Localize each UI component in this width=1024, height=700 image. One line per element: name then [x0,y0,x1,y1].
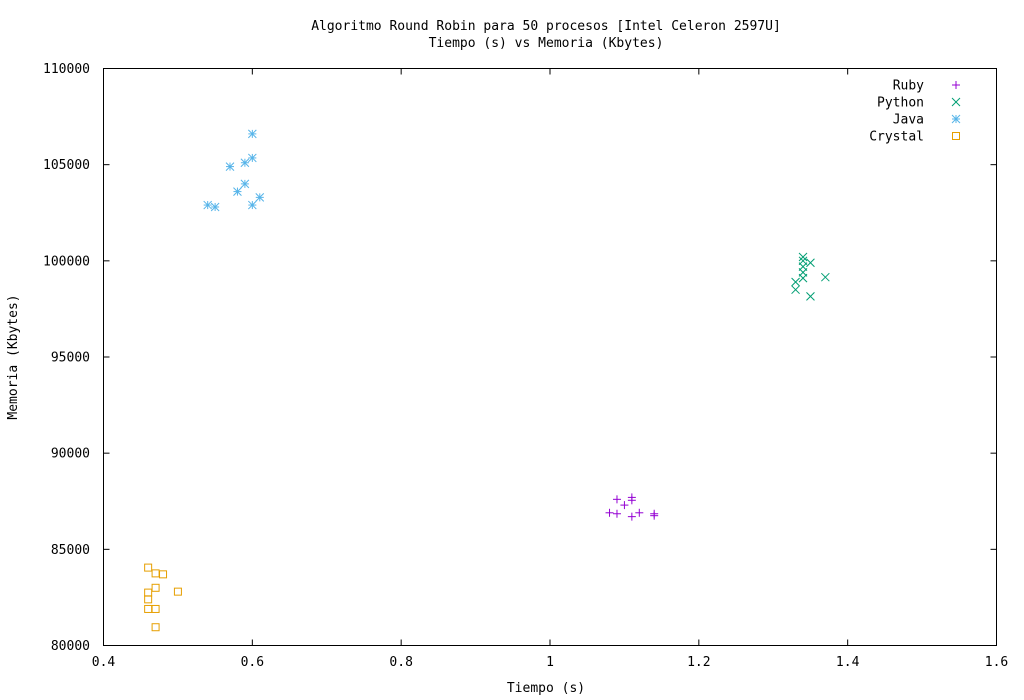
y-tick-label: 100000 [43,254,90,269]
ruby-data-point [612,495,621,504]
ruby-data-point [650,509,659,518]
x-tick-label: 1.4 [836,655,860,670]
x-axis-label: Tiempo (s) [507,681,585,696]
java-data-point [247,153,257,163]
y-tick-label: 95000 [51,351,90,366]
y-tick-label: 105000 [43,158,90,173]
x-tick-label: 0.4 [92,655,116,670]
y-axis-label: Memoria (Kbytes) [6,294,21,419]
legend-label-java: Java [893,113,924,128]
y-tick-label: 110000 [43,62,90,77]
java-data-point [247,129,257,139]
python-data-point [791,285,800,295]
ruby-data-point [635,508,644,517]
y-tick-label: 85000 [51,543,90,558]
x-axis-ticks: 0.4 0.6 0.8 1 1.2 1.4 1.6 [92,68,1008,670]
chart-subtitle: Tiempo (s) vs Memoria (Kbytes) [429,36,664,51]
legend-marker-crystal [952,132,960,140]
java-data-point [210,202,220,212]
java-data-point [233,187,242,196]
ruby-data-point [627,512,636,521]
plot-area-border [103,68,997,646]
legend-label-ruby: Ruby [893,79,924,94]
crystal-data-point [151,569,160,578]
python-data-point [798,252,808,262]
python-data-point [798,256,808,266]
crystal-data-point [151,583,160,592]
java-data-point [203,200,213,210]
legend-label-python: Python [877,96,924,111]
crystal-data-point [173,587,182,596]
x-tick-label: 1.2 [687,655,710,670]
crystal-data-point [144,595,153,604]
legend-marker-python [951,97,961,107]
legend: Ruby Python Java Crystal [869,79,961,145]
python-data-point [820,272,830,282]
python-data-point [806,258,815,268]
java-data-point [240,158,250,168]
ruby-data-point [627,493,636,502]
java-data-point [225,162,235,171]
crystal-data-point [144,604,153,613]
data-points [144,129,830,632]
crystal-data-point [159,570,168,579]
legend-marker-java [951,114,961,124]
crystal-data-point [144,588,153,597]
java-data-point [255,193,265,202]
java-data-point [240,179,250,189]
crystal-data-point [144,563,153,572]
x-tick-label: 1 [546,655,554,670]
x-tick-label: 0.8 [389,655,412,670]
x-tick-label: 1.6 [985,655,1008,670]
crystal-data-point [151,604,160,613]
python-data-point [806,292,815,301]
ruby-data-point [620,501,629,510]
x-tick-label: 0.6 [241,655,264,670]
y-tick-label: 80000 [51,639,90,654]
legend-marker-ruby [952,81,960,89]
legend-label-crystal: Crystal [869,130,924,145]
python-data-point [791,277,800,287]
y-axis-ticks: 80000 85000 90000 95000 100000 105000 110000 [43,62,997,654]
chart-title: Algoritmo Round Robin para 50 procesos [… [311,19,781,34]
ruby-data-point [612,509,621,518]
crystal-data-point [151,623,160,632]
ruby-data-point [605,508,614,517]
y-tick-label: 90000 [51,447,90,462]
java-data-point [247,200,257,210]
